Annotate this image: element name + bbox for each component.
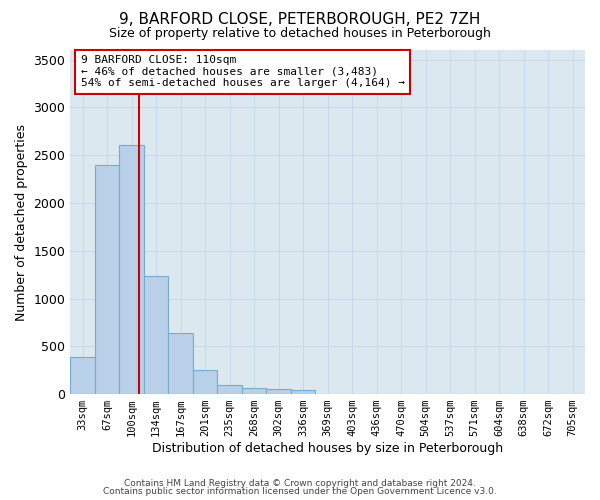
X-axis label: Distribution of detached houses by size in Peterborough: Distribution of detached houses by size …	[152, 442, 503, 455]
Bar	[119, 144, 144, 394]
Text: Contains HM Land Registry data © Crown copyright and database right 2024.: Contains HM Land Registry data © Crown c…	[124, 478, 476, 488]
Bar	[95, 164, 119, 394]
Text: 9 BARFORD CLOSE: 110sqm
← 46% of detached houses are smaller (3,483)
54% of semi: 9 BARFORD CLOSE: 110sqm ← 46% of detache…	[80, 55, 404, 88]
Bar	[144, 276, 169, 394]
Bar	[193, 370, 217, 394]
Y-axis label: Number of detached properties: Number of detached properties	[15, 124, 28, 320]
Bar	[169, 333, 193, 394]
Bar	[242, 388, 266, 394]
Bar	[70, 357, 95, 394]
Bar	[291, 390, 316, 394]
Text: Size of property relative to detached houses in Peterborough: Size of property relative to detached ho…	[109, 28, 491, 40]
Bar	[266, 389, 291, 394]
Text: Contains public sector information licensed under the Open Government Licence v3: Contains public sector information licen…	[103, 487, 497, 496]
Bar	[217, 384, 242, 394]
Text: 9, BARFORD CLOSE, PETERBOROUGH, PE2 7ZH: 9, BARFORD CLOSE, PETERBOROUGH, PE2 7ZH	[119, 12, 481, 28]
